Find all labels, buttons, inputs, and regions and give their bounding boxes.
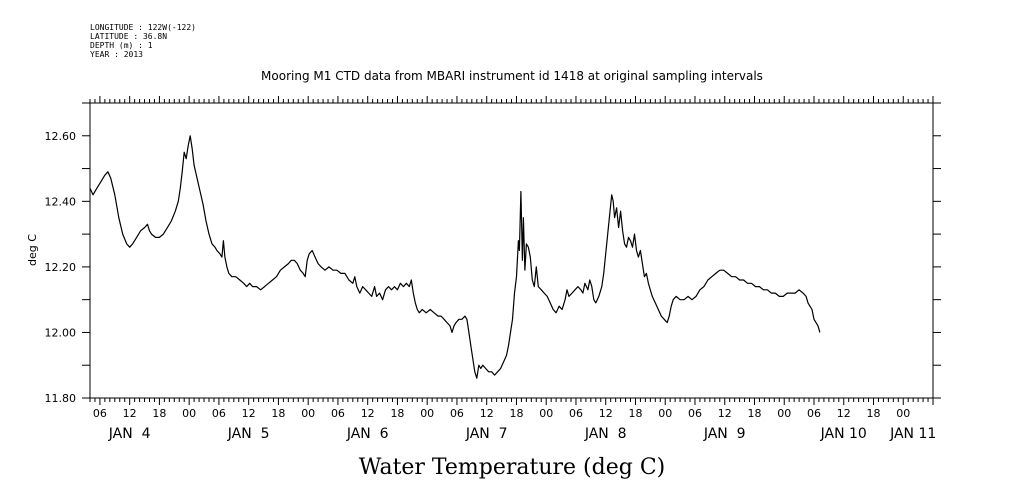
x-tick-label: 06	[569, 407, 583, 420]
x-axis-label: Water Temperature (deg C)	[359, 455, 666, 480]
y-tick-label: 12.60	[45, 130, 77, 143]
x-tick-label: 06	[212, 407, 226, 420]
y-tick-labels: 11.80 12.00 12.20 12.40 12.60	[45, 130, 77, 405]
x-tick-label: 18	[152, 407, 166, 420]
day-label: JAN 6	[346, 426, 389, 442]
x-tick-label: 12	[123, 407, 137, 420]
x-tick-label: 12	[361, 407, 375, 420]
x-tick-label: 06	[450, 407, 464, 420]
x-tick-label: 18	[747, 407, 761, 420]
x-tick-label: 06	[93, 407, 107, 420]
x-tick-label: 00	[301, 407, 315, 420]
day-label: JAN 9	[703, 426, 746, 442]
x-tick-label: 12	[837, 407, 851, 420]
x-tick-label: 18	[866, 407, 880, 420]
year-label: YEAR : 2013	[90, 50, 143, 59]
chart-title: Mooring M1 CTD data from MBARI instrumen…	[261, 69, 763, 83]
x-tick-label: 00	[182, 407, 196, 420]
x-tick-label: 00	[539, 407, 553, 420]
x-tick-label: 18	[271, 407, 285, 420]
y-tick-label: 12.40	[45, 195, 77, 208]
x-tick-label: 12	[599, 407, 613, 420]
x-tick-label: 00	[777, 407, 791, 420]
x-tick-label: 00	[658, 407, 672, 420]
x-tick-label: 00	[896, 407, 910, 420]
chart-header: LONGITUDE : 122W(-122) LATITUDE : 36.8N …	[90, 23, 196, 59]
day-label: JAN 4	[108, 426, 151, 442]
day-label: JAN 11	[889, 426, 936, 442]
x-tick-label: 12	[242, 407, 256, 420]
y-tick-label: 11.80	[45, 392, 77, 405]
x-tick-label: 18	[628, 407, 642, 420]
day-label: JAN 5	[227, 426, 270, 442]
day-label: JAN 10	[820, 426, 867, 442]
latitude-label: LATITUDE : 36.8N	[90, 32, 167, 41]
x-tick-label: 12	[480, 407, 494, 420]
x-tick-label: 06	[331, 407, 345, 420]
x-tick-label: 00	[420, 407, 434, 420]
longitude-label: LONGITUDE : 122W(-122)	[90, 23, 196, 32]
x-tick-label: 18	[509, 407, 523, 420]
axis-ticks	[82, 96, 941, 405]
x-tick-label: 18	[390, 407, 404, 420]
day-label: JAN 7	[465, 426, 508, 442]
x-tick-labels: 06 12 18 00 06 12 18 00 06 12 18 00 06 12 18 00 06 12 18 00…	[93, 407, 910, 420]
x-tick-label: 06	[807, 407, 821, 420]
y-tick-label: 12.20	[45, 261, 77, 274]
y-axis-label: deg C	[26, 234, 39, 266]
x-tick-label: 12	[718, 407, 732, 420]
x-tick-label: 06	[688, 407, 702, 420]
depth-label: DEPTH (m) : 1	[90, 41, 153, 50]
day-label: JAN 8	[584, 426, 627, 442]
day-labels: JAN 4 JAN 5 JAN 6 JAN 7 JAN 8 JAN 9 JAN 10 JAN …	[108, 426, 936, 442]
y-tick-label: 12.00	[45, 326, 77, 339]
series-line	[89, 135, 821, 379]
